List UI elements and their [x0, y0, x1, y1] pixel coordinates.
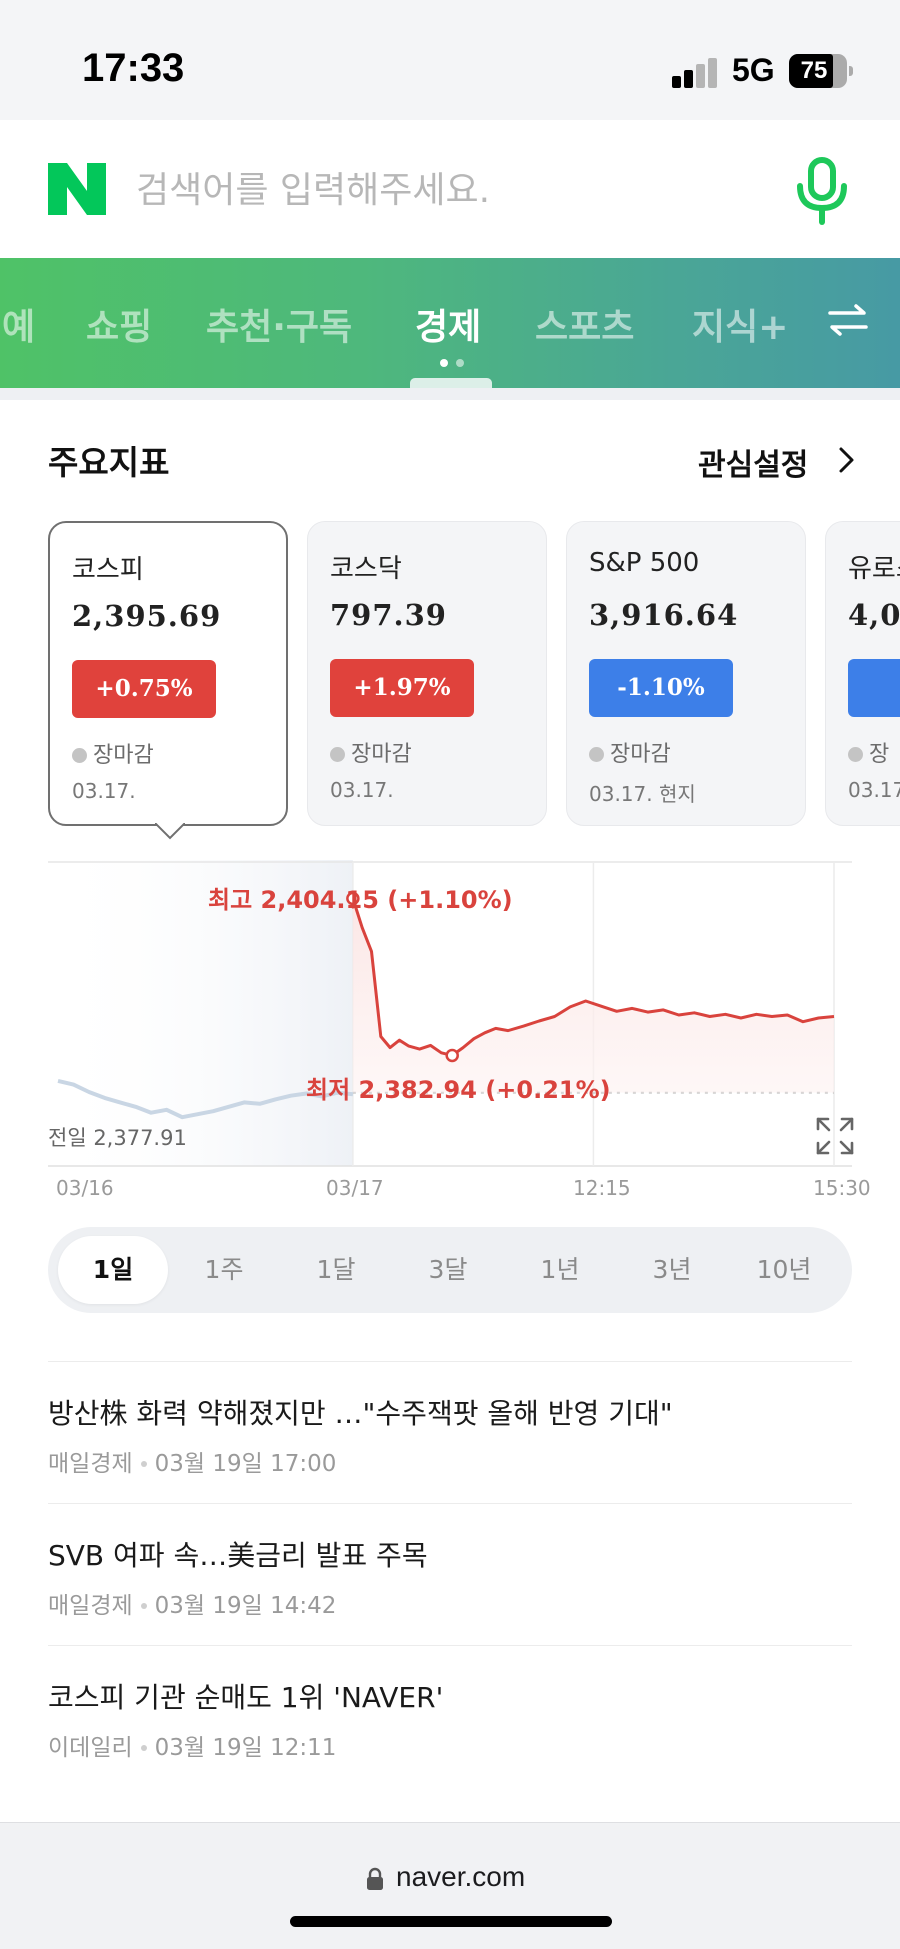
index-chart	[48, 860, 852, 1190]
nav-active-indicator	[410, 378, 492, 388]
expand-icon[interactable]	[816, 1117, 854, 1155]
url-text[interactable]: naver.com	[396, 1861, 526, 1892]
index-card-eurostoxx[interactable]: 유로스 4,0 -1 장 03.17	[825, 521, 900, 826]
low-point	[445, 1048, 459, 1063]
change-badge: +0.75%	[72, 660, 216, 718]
nav-item-recommend[interactable]: 추천·구독	[206, 307, 353, 348]
index-card-sp500[interactable]: S&P 500 3,916.64 -1.10% 장마감 03.17. 현지	[566, 521, 806, 826]
index-name: 코스닥	[330, 554, 402, 584]
naver-n-logo[interactable]	[48, 163, 106, 215]
status-dot-icon	[848, 747, 863, 762]
index-cards: 코스피 2,395.69 +0.75% 장마감 03.17. 코스닥 797.3…	[48, 521, 900, 841]
index-date: 03.17	[848, 778, 900, 802]
change-badge: +1.97%	[330, 659, 474, 717]
series-line-today	[351, 898, 835, 1057]
index-value: 4,0	[848, 598, 900, 632]
high-point	[346, 891, 360, 906]
nav-item-knowledge[interactable]: 지식+	[692, 307, 789, 348]
period-tab-1w[interactable]: 1주	[204, 1255, 244, 1284]
news-item[interactable]: 방산株 화력 약해졌지만 …"수주잭팟 올해 반영 기대" 매일경제 03월 19…	[48, 1361, 852, 1503]
nav-item-shopping[interactable]: 쇼핑	[86, 307, 153, 348]
index-value: 797.39	[330, 598, 447, 632]
section-divider	[0, 388, 900, 400]
period-tab-3m[interactable]: 3달	[428, 1255, 468, 1284]
period-tab-1y[interactable]: 1년	[540, 1255, 580, 1284]
card-pointer	[155, 823, 185, 840]
index-value: 3,916.64	[589, 598, 739, 632]
home-indicator[interactable]	[290, 1916, 612, 1927]
index-date: 03.17.	[330, 778, 394, 802]
x-tick-label: 03/16	[56, 1176, 114, 1200]
news-item[interactable]: 코스피 기관 순매도 1위 'NAVER' 이데일리 03월 19일 12:11	[48, 1645, 852, 1787]
low-annotation: 최저 2,382.94 (+0.21%)	[306, 1076, 611, 1104]
index-name: S&P 500	[589, 548, 700, 578]
lock-icon	[367, 1867, 383, 1890]
chart-canvas[interactable]	[48, 860, 852, 1190]
market-status: 장마감	[72, 737, 154, 769]
network-type: 5G	[732, 52, 775, 88]
browser-url-bar[interactable]: naver.com	[0, 1822, 900, 1949]
market-status: 장마감	[589, 736, 671, 768]
change-badge: -1.10%	[589, 659, 733, 717]
section-title: 주요지표	[48, 443, 170, 482]
series-area	[352, 898, 834, 1093]
microphone-icon[interactable]	[792, 156, 852, 226]
index-card-kosdaq[interactable]: 코스닥 797.39 +1.97% 장마감 03.17.	[307, 521, 547, 826]
battery-icon: 75	[789, 54, 853, 88]
index-name: 유로스	[848, 554, 900, 584]
period-tab-1m[interactable]: 1달	[316, 1255, 356, 1284]
nav-item-sports[interactable]: 스포츠	[535, 307, 635, 348]
status-dot-icon	[330, 747, 345, 762]
nav-item-economy[interactable]: 경제	[415, 307, 482, 348]
index-value: 2,395.69	[72, 599, 222, 633]
nav-page-dots	[438, 359, 468, 367]
index-card-kospi[interactable]: 코스피 2,395.69 +0.75% 장마감 03.17.	[48, 521, 288, 826]
change-badge: -1	[848, 659, 900, 717]
battery-percent: 75	[800, 57, 828, 84]
period-tab-3y[interactable]: 3년	[652, 1255, 692, 1284]
news-title[interactable]: 방산株 화력 약해졌지만 …"수주잭팟 올해 반영 기대"	[48, 1397, 673, 1430]
nav-item-entertainment[interactable]: 예	[2, 307, 36, 348]
category-nav: 예 쇼핑 추천·구독 경제 스포츠 지식+	[0, 258, 900, 388]
news-meta: 매일경제 03월 19일 17:00	[48, 1451, 337, 1477]
status-dot-icon	[589, 747, 604, 762]
period-tabs: 1일 1주 1달 3달 1년 3년 10년	[48, 1227, 852, 1313]
series-line-previous	[57, 1078, 354, 1120]
index-date: 03.17. 현지	[589, 782, 696, 806]
status-dot-icon	[72, 748, 87, 763]
market-status: 장	[848, 736, 889, 768]
prev-close-label: 전일 2,377.91	[48, 1126, 187, 1150]
market-status: 장마감	[330, 736, 412, 768]
x-tick-label: 12:15	[573, 1176, 631, 1200]
index-date: 03.17.	[72, 779, 136, 803]
status-time: 17:33	[82, 46, 185, 90]
signal-strength-icon	[672, 56, 718, 88]
high-annotation: 최고 2,404.15 (+1.10%)	[208, 886, 513, 914]
interest-settings-link[interactable]: 관심설정	[698, 448, 809, 483]
news-meta: 매일경제 03월 19일 14:42	[48, 1593, 337, 1619]
x-tick-label: 15:30	[813, 1176, 871, 1200]
news-title[interactable]: SVB 여파 속…美금리 발표 주목	[48, 1539, 428, 1572]
period-tab-10y[interactable]: 10년	[756, 1255, 812, 1284]
status-bar: 17:33 5G 75	[0, 0, 900, 120]
period-tab-1d[interactable]: 1일	[58, 1236, 168, 1304]
x-tick-label: 03/17	[326, 1176, 384, 1200]
chevron-right-icon[interactable]	[836, 446, 856, 474]
search-input[interactable]	[136, 166, 696, 214]
news-title[interactable]: 코스피 기관 순매도 1위 'NAVER'	[48, 1681, 444, 1714]
news-meta: 이데일리 03월 19일 12:11	[48, 1735, 337, 1761]
search-bar	[0, 120, 900, 258]
index-name: 코스피	[72, 555, 144, 585]
swap-arrows-icon[interactable]	[828, 302, 868, 338]
news-item[interactable]: SVB 여파 속…美금리 발표 주목 매일경제 03월 19일 14:42	[48, 1503, 852, 1645]
